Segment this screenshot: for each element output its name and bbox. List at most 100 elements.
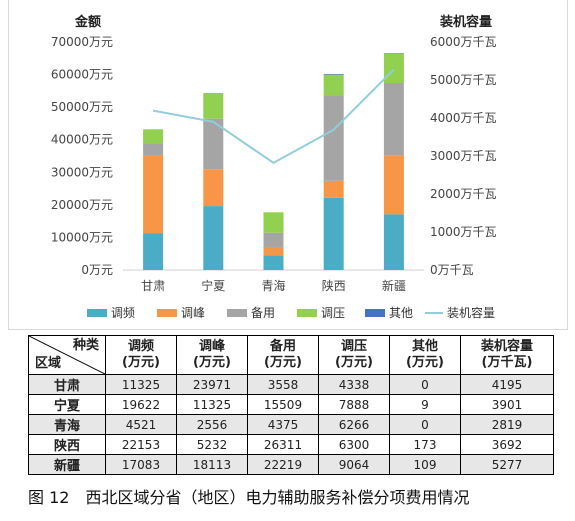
corner-top-label: 种类: [72, 338, 99, 353]
table-cell: 11325: [105, 374, 177, 395]
table-row: 宁夏 19622 11325 15509 7888 9 3901: [28, 394, 554, 415]
table-cell: 5232: [176, 434, 248, 455]
header-name: 其他: [411, 339, 438, 354]
right-tick-label: 4000万千瓦: [430, 111, 497, 125]
bar-segment-备用: [263, 232, 284, 247]
header-cell: 其他 (万元): [389, 335, 461, 375]
table-cell: 15509: [247, 394, 319, 415]
table-row: 陕西 22153 5232 26311 6300 173 3692: [28, 434, 554, 455]
row-region: 新疆: [28, 454, 106, 475]
bar-segment-调峰: [383, 155, 404, 215]
corner-bottom-label: 区域: [35, 356, 62, 371]
table-cell: 3692: [460, 434, 554, 455]
right-tick-label: 6000万千瓦: [430, 35, 497, 49]
table-row: 青海 4521 2556 4375 6266 0 2819: [28, 414, 554, 435]
table-cell: 4338: [318, 374, 390, 395]
header-cell: 调峰 (万元): [176, 335, 248, 375]
legend-swatch: [87, 309, 107, 317]
header-unit: (万千瓦): [481, 355, 533, 370]
left-tick-label: 40000万元: [51, 133, 113, 147]
table-cell: 9064: [318, 454, 390, 475]
line-series-装机容量: [152, 68, 395, 165]
right-tick-label: 1000万千瓦: [430, 225, 497, 239]
bar-segment-其他: [323, 74, 344, 75]
row-region: 陕西: [28, 434, 106, 455]
left-tick-label: 10000万元: [51, 230, 113, 244]
left-tick-label: 30000万元: [51, 165, 113, 179]
legend-swatch: [365, 309, 385, 317]
chart-frame: [8, 0, 568, 330]
table-cell: 109: [389, 454, 461, 475]
table-cell: 5277: [460, 454, 554, 475]
left-tick-label: 70000万元: [51, 35, 113, 49]
table-cell: 3558: [247, 374, 319, 395]
table-corner-cell: 种类 区域: [28, 335, 106, 375]
right-tick-label: 0万千瓦: [430, 263, 474, 277]
header-cell: 备用 (万元): [247, 335, 319, 375]
bar-segment-调频: [383, 214, 404, 270]
table-cell: 3901: [460, 394, 554, 415]
bar-segment-调峰: [263, 246, 284, 256]
bar-segment-调频: [203, 206, 224, 270]
right-tick-label: 5000万千瓦: [430, 73, 497, 87]
category-label: 新疆: [382, 278, 406, 293]
corner-diagonal: [29, 336, 105, 374]
category-label: 青海: [261, 278, 285, 293]
bar-segment-调压: [203, 92, 224, 119]
table-cell: 0: [389, 414, 461, 435]
header-cell: 装机容量 (万千瓦): [460, 335, 554, 375]
table-cell: 26311: [247, 434, 319, 455]
header-cell: 调压 (万元): [318, 335, 390, 375]
table-cell: 22219: [247, 454, 319, 475]
table-cell: 4375: [247, 414, 319, 435]
legend-label: 调频: [111, 306, 135, 320]
header-unit: (万元): [406, 355, 444, 370]
header-unit: (万元): [122, 355, 160, 370]
header-cell: 调频 (万元): [105, 335, 177, 375]
header-name: 调压: [340, 339, 367, 354]
bar-segment-调压: [263, 212, 284, 233]
table-cell: 9: [389, 394, 461, 415]
bar-segment-调频: [263, 255, 284, 270]
category-label: 宁夏: [201, 278, 225, 293]
header-name: 装机容量: [480, 339, 533, 354]
header-name: 调峰: [198, 339, 225, 354]
table-cell: 4521: [105, 414, 177, 435]
category-label: 甘肃: [141, 279, 165, 293]
bar-segment-调峰: [323, 180, 344, 198]
table-cell: 17083: [105, 454, 177, 475]
table-header-row: 种类 区域 调频 (万元) 调峰 (万元) 备用 (万元) 调压 (万元) 其他 (万元)…: [28, 335, 554, 375]
table-cell: 173: [389, 434, 461, 455]
legend-label: 装机容量: [447, 305, 495, 320]
table-cell: 0: [389, 374, 461, 395]
table-cell: 19622: [105, 394, 177, 415]
row-region: 甘肃: [28, 374, 106, 395]
bar-segment-调频: [323, 197, 344, 270]
table-cell: 4195: [460, 374, 554, 395]
bar-segment-备用: [143, 143, 164, 156]
bar-segment-备用: [323, 95, 344, 181]
table-cell: 11325: [176, 394, 248, 415]
category-label: 陕西: [322, 278, 346, 293]
bar-segment-调峰: [143, 155, 164, 234]
table-cell: 6300: [318, 434, 390, 455]
right-tick-label: 3000万千瓦: [430, 149, 497, 163]
table-cell: 7888: [318, 394, 390, 415]
table-cell: 2819: [460, 414, 554, 435]
left-axis-title: 金额: [74, 14, 101, 30]
right-axis-title: 装机容量: [439, 14, 492, 30]
header-name: 备用: [269, 339, 296, 354]
table-row: 新疆 17083 18113 22219 9064 109 5277: [28, 454, 554, 475]
bar-segment-调压: [383, 53, 404, 83]
bar-segment-调压: [323, 74, 344, 96]
legend-swatch: [297, 309, 317, 317]
left-tick-label: 0万元: [81, 263, 113, 277]
row-region: 宁夏: [28, 394, 106, 415]
left-tick-label: 20000万元: [51, 198, 113, 212]
legend-swatch: [227, 309, 247, 317]
header-unit: (万元): [335, 355, 373, 370]
table-cell: 2556: [176, 414, 248, 435]
legend-label: 调压: [321, 306, 345, 320]
header-name: 调频: [127, 339, 154, 354]
legend-label: 调峰: [181, 306, 205, 320]
